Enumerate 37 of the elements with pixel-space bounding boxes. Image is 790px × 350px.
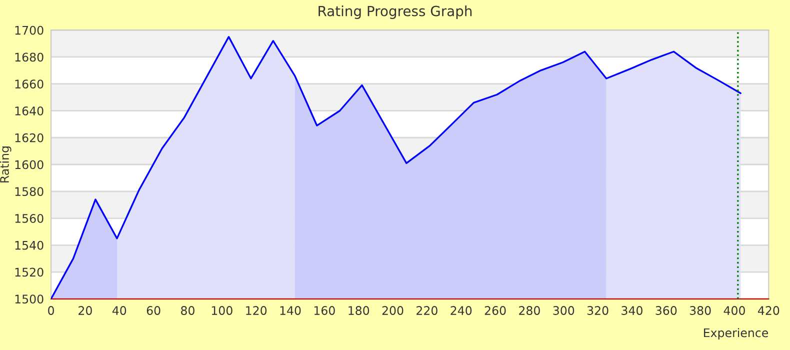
x-tick-label: 400 bbox=[724, 306, 745, 315]
x-tick-label: 320 bbox=[587, 306, 608, 315]
x-tick-label: 120 bbox=[246, 306, 267, 315]
x-tick-label: 300 bbox=[553, 306, 574, 315]
chart-title: Rating Progress Graph bbox=[318, 6, 472, 19]
y-tick-label: 1560 bbox=[15, 214, 44, 223]
x-tick-label: 180 bbox=[348, 306, 370, 315]
x-tick-label: 380 bbox=[690, 306, 711, 315]
line-series bbox=[51, 36, 742, 299]
y-tick-label: 1540 bbox=[15, 240, 44, 250]
x-tick-label: 80 bbox=[181, 306, 194, 315]
y-tick-label: 1700 bbox=[15, 26, 44, 35]
y-tick-label: 1600 bbox=[15, 160, 44, 170]
y-tick-label: 1580 bbox=[15, 187, 44, 196]
x-tick-label: 60 bbox=[146, 306, 160, 315]
x-tick-label: 360 bbox=[656, 306, 677, 315]
x-tick-label: 40 bbox=[112, 306, 126, 315]
y-tick-label: 1640 bbox=[15, 106, 44, 116]
x-tick-label: 260 bbox=[484, 306, 506, 315]
x-tick-label: 140 bbox=[280, 306, 301, 315]
x-tick-label: 100 bbox=[212, 306, 232, 315]
y-axis-title: Rating bbox=[0, 146, 12, 182]
x-tick-label: 200 bbox=[382, 306, 404, 315]
y-tick-label: 1500 bbox=[15, 294, 44, 304]
x-tick-label: 420 bbox=[758, 306, 780, 315]
x-tick-label: 240 bbox=[450, 306, 472, 315]
x-tick-label: 0 bbox=[48, 306, 54, 315]
x-axis-title: Experience bbox=[704, 328, 768, 340]
x-tick-label: 20 bbox=[78, 306, 92, 315]
y-tick-label: 1680 bbox=[15, 52, 44, 62]
x-tick-label: 220 bbox=[416, 306, 438, 315]
y-tick-label: 1520 bbox=[15, 268, 44, 277]
y-tick-label: 1660 bbox=[15, 80, 44, 89]
x-tick-label: 280 bbox=[519, 306, 540, 315]
x-tick-label: 160 bbox=[314, 306, 335, 315]
y-tick-label: 1620 bbox=[15, 133, 44, 142]
x-tick-label: 340 bbox=[622, 306, 642, 315]
